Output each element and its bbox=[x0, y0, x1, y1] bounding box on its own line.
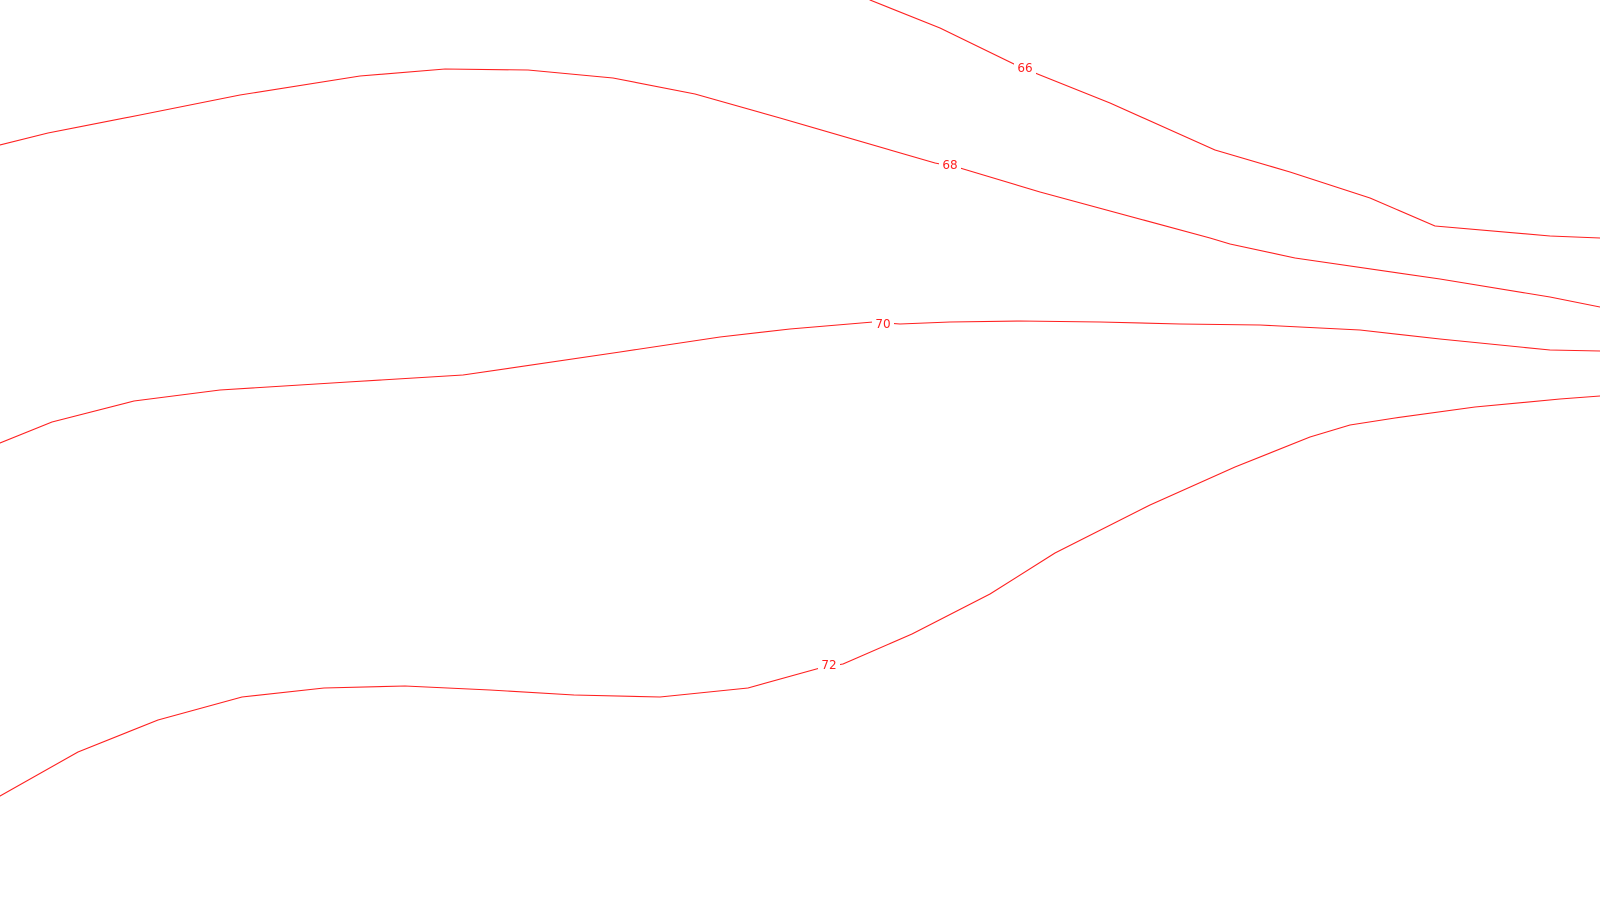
contour-label-66-bg bbox=[1014, 59, 1036, 75]
contour-label-66: 66 bbox=[1017, 61, 1032, 75]
contour-line-72 bbox=[0, 395, 1600, 797]
contour-line-70 bbox=[0, 320, 1600, 444]
contour-line-66 bbox=[869, 0, 1600, 239]
contour-70: 70 bbox=[0, 316, 1600, 444]
contour-66: 66 bbox=[869, 0, 1600, 239]
contour-label-70-bg bbox=[872, 316, 894, 332]
contour-72: 72 bbox=[0, 395, 1600, 797]
contour-line-68 bbox=[0, 68, 1600, 308]
contour-label-70: 70 bbox=[875, 317, 890, 331]
contour-68: 68 bbox=[0, 68, 1600, 308]
contour-label-72: 72 bbox=[821, 658, 836, 672]
contour-label-68-bg bbox=[939, 156, 961, 172]
contour-label-68: 68 bbox=[942, 158, 957, 172]
contour-label-72-bg bbox=[818, 656, 840, 672]
